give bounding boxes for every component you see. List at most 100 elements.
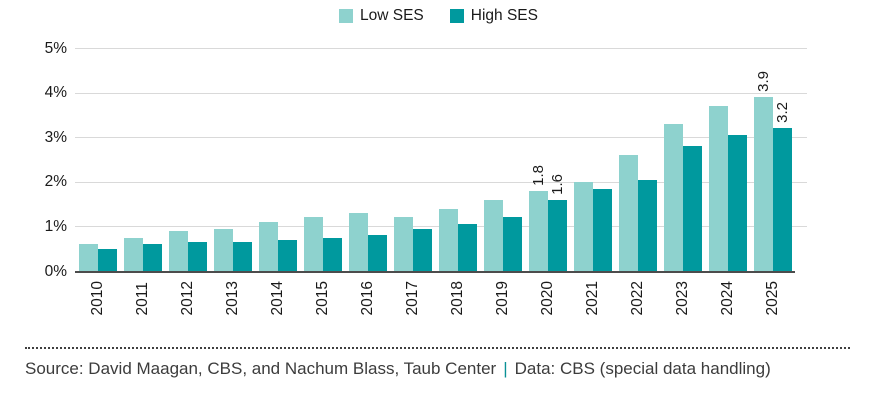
bar-value-label-2025-high-ses: 3.2: [773, 102, 791, 124]
x-tick-cell-2022: 2022: [615, 281, 660, 315]
bar-low-ses-2012[interactable]: [168, 230, 188, 271]
legend-label-high-ses: High SES: [470, 7, 538, 24]
bar-high-ses-2021[interactable]: [592, 188, 612, 271]
bar-label-wrap: 3.9: [754, 71, 773, 92]
x-tick-cell-2019: 2019: [480, 281, 525, 315]
bar-low-ses-2025[interactable]: 3.9: [753, 71, 773, 271]
legend-label-low-ses: Low SES: [360, 7, 424, 24]
x-tick-cell-2024: 2024: [705, 281, 750, 315]
x-tick-label-2020: 2020: [538, 281, 556, 316]
bar-group-2011: [120, 48, 165, 271]
x-axis-labels: 2010 2011 2012 2013 2014 2015 2016 2017 2018 2019…: [75, 281, 795, 315]
bar-group-2016: [345, 48, 390, 271]
x-tick-label-2013: 2013: [223, 281, 241, 316]
x-tick-label-2021: 2021: [583, 281, 601, 316]
bar-high-ses-2011[interactable]: [142, 244, 162, 271]
bar-low-ses-2021[interactable]: [573, 181, 593, 271]
y-axis-labels: 0% 1% 2% 3% 4% 5%: [0, 40, 67, 278]
bar-low-ses-2013[interactable]: [213, 228, 233, 271]
bar-high-ses-2016[interactable]: [367, 235, 387, 271]
plot-area: 1.8 1.6 3.9 3.2: [75, 48, 807, 273]
bar-high-ses-2014[interactable]: [277, 239, 297, 271]
bar-low-ses-2016[interactable]: [348, 213, 368, 271]
bar-group-2010: [75, 48, 120, 271]
x-tick-cell-2011: 2011: [120, 281, 165, 315]
y-tick-label-5%: 5%: [44, 39, 67, 57]
bar-group-2015: [300, 48, 345, 271]
x-tick-label-2012: 2012: [178, 281, 196, 316]
bar-low-ses-2018[interactable]: [438, 208, 458, 271]
bar-group-2013: [210, 48, 255, 271]
x-tick-cell-2018: 2018: [435, 281, 480, 315]
x-tick-label-2015: 2015: [313, 281, 331, 316]
bar-group-2025: 3.9 3.2: [750, 48, 795, 271]
x-tick-label-2025: 2025: [763, 281, 781, 316]
low-ses-swatch-icon: [339, 9, 354, 23]
bar-low-ses-2017[interactable]: [393, 217, 413, 271]
x-tick-cell-2023: 2023: [660, 281, 705, 315]
bar-group-2018: [435, 48, 480, 271]
bar-label-wrap: 1.6: [548, 174, 567, 195]
x-tick-cell-2020: 2020: [525, 281, 570, 315]
bar-high-ses-2024[interactable]: [727, 134, 747, 271]
bar-low-ses-2023[interactable]: [663, 123, 683, 271]
bar-high-ses-2022[interactable]: [637, 179, 657, 271]
bar-high-ses-2019[interactable]: [502, 217, 522, 271]
bar-low-ses-2011[interactable]: [123, 237, 143, 271]
gridline-3%: [75, 137, 807, 139]
legend-item-high-ses[interactable]: High SES: [449, 7, 538, 25]
x-tick-label-2014: 2014: [268, 281, 286, 316]
bar-low-ses-2022[interactable]: [618, 155, 638, 271]
high-ses-swatch-icon: [449, 9, 464, 23]
y-tick-label-4%: 4%: [44, 83, 67, 101]
bar-low-ses-2020[interactable]: 1.8: [528, 165, 548, 271]
x-tick-cell-2025: 2025: [750, 281, 795, 315]
data-credit-text: Data: CBS (special data handling): [514, 359, 771, 378]
bar-group-2012: [165, 48, 210, 271]
bar-group-2022: [615, 48, 660, 271]
x-tick-cell-2010: 2010: [75, 281, 120, 315]
bar-label-wrap: 1.8: [529, 165, 548, 186]
gridline-2%: [75, 181, 807, 183]
bar-low-ses-2024[interactable]: [708, 105, 728, 271]
bar-low-ses-2019[interactable]: [483, 199, 503, 271]
bar-label-wrap: 3.2: [773, 102, 792, 123]
bar-high-ses-2017[interactable]: [412, 228, 432, 271]
bar-value-label-2020-high-ses: 1.6: [548, 173, 566, 195]
bar-low-ses-2014[interactable]: [258, 221, 278, 271]
bar-high-ses-2012[interactable]: [187, 242, 207, 271]
gridline-5%: [75, 48, 807, 49]
bar-low-ses-2015[interactable]: [303, 217, 323, 271]
bar-group-2020: 1.8 1.6: [525, 48, 570, 271]
x-tick-label-2019: 2019: [493, 281, 511, 316]
x-tick-label-2024: 2024: [718, 281, 736, 316]
x-tick-cell-2017: 2017: [390, 281, 435, 315]
bar-high-ses-2023[interactable]: [682, 146, 702, 271]
bar-high-ses-2025[interactable]: 3.2: [772, 102, 792, 271]
x-tick-label-2010: 2010: [88, 281, 106, 316]
bar-high-ses-2018[interactable]: [457, 224, 477, 271]
x-tick-cell-2013: 2013: [210, 281, 255, 315]
bar-group-2021: [570, 48, 615, 271]
legend-item-low-ses[interactable]: Low SES: [339, 7, 424, 25]
y-tick-label-3%: 3%: [44, 128, 67, 146]
y-tick-label-2%: 2%: [44, 173, 67, 191]
x-tick-cell-2012: 2012: [165, 281, 210, 315]
bar-high-ses-2010[interactable]: [97, 248, 117, 271]
bar-value-label-2025-low-ses: 3.9: [754, 71, 772, 93]
bar-high-ses-2013[interactable]: [232, 242, 252, 271]
bar-high-ses-2020[interactable]: 1.6: [547, 174, 567, 271]
bar-low-ses-2010[interactable]: [78, 244, 98, 271]
x-tick-label-2016: 2016: [358, 281, 376, 316]
bar-group-2017: [390, 48, 435, 271]
x-tick-cell-2021: 2021: [570, 281, 615, 315]
source-line: Source: David Maagan, CBS, and Nachum Bl…: [25, 359, 771, 379]
gridline-4%: [75, 92, 807, 94]
x-tick-cell-2016: 2016: [345, 281, 390, 315]
bar-group-2014: [255, 48, 300, 271]
source-text: Source: David Maagan, CBS, and Nachum Bl…: [25, 359, 497, 378]
bar-high-ses-2015[interactable]: [322, 237, 342, 271]
x-tick-cell-2014: 2014: [255, 281, 300, 315]
plot-bars: 1.8 1.6 3.9 3.2: [75, 48, 795, 271]
x-tick-label-2017: 2017: [403, 281, 421, 316]
